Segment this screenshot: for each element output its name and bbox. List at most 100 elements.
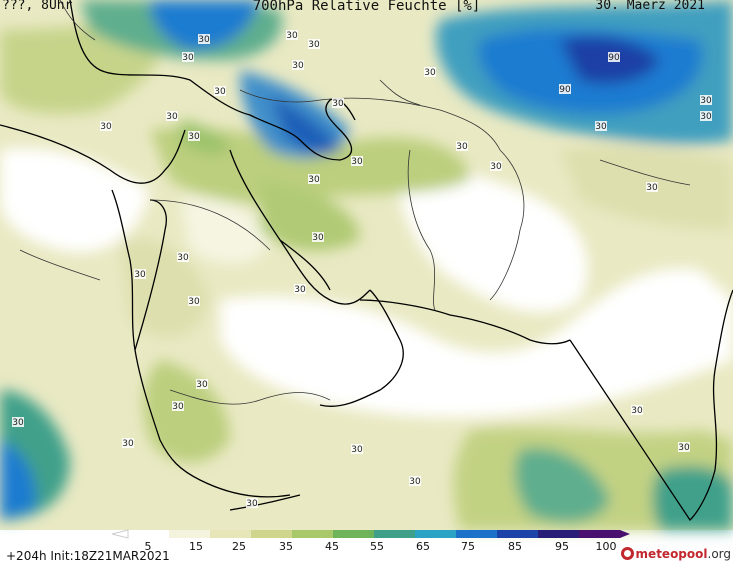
svg-text:30: 30 xyxy=(172,402,184,412)
colorbar-tick-label: 55 xyxy=(370,540,384,553)
contour-label: 90 xyxy=(559,84,571,95)
colorbar-tick-label: 5 xyxy=(144,540,152,553)
contour-label: 30 xyxy=(198,34,210,45)
svg-text:30: 30 xyxy=(134,270,146,280)
colorbar-swatch xyxy=(374,530,416,538)
humidity-field xyxy=(0,0,733,530)
contour-label: 30 xyxy=(196,379,208,390)
svg-text:30: 30 xyxy=(424,68,436,78)
contour-label: 30 xyxy=(308,39,320,50)
contour-label: 90 xyxy=(608,52,620,63)
contour-label: 30 xyxy=(646,182,658,193)
coastlines xyxy=(0,0,733,522)
colorbar-min-arrow xyxy=(111,529,129,539)
svg-text:30: 30 xyxy=(188,297,200,307)
colorbar-swatch xyxy=(169,530,211,538)
forecast-init-label: +204h Init:18Z21MAR2021 xyxy=(6,549,170,563)
borders xyxy=(19,0,691,405)
svg-text:30: 30 xyxy=(214,87,226,97)
svg-text:30: 30 xyxy=(12,418,24,428)
svg-text:30: 30 xyxy=(308,40,320,50)
brand-name: meteopool xyxy=(635,547,708,561)
colorbar-tick-label: 75 xyxy=(461,540,475,553)
colorbar-tick-label: 15 xyxy=(189,540,203,553)
svg-text:30: 30 xyxy=(166,112,178,122)
svg-text:30: 30 xyxy=(312,233,324,243)
contour-label: 30 xyxy=(166,111,178,122)
colorbar-swatch xyxy=(497,530,539,538)
contour-label: 30 xyxy=(351,444,363,455)
svg-text:30: 30 xyxy=(409,477,421,487)
svg-text:90: 90 xyxy=(559,85,571,95)
svg-text:30: 30 xyxy=(351,157,363,167)
colorbar-swatch xyxy=(251,530,293,538)
svg-text:30: 30 xyxy=(286,31,298,41)
valid-date: 30. Maerz 2021 xyxy=(595,0,705,13)
map-title: 700hPa Relative Feuchte [%] xyxy=(252,0,481,14)
svg-text:30: 30 xyxy=(246,499,258,509)
colorbar-swatch xyxy=(538,530,580,538)
svg-text:30: 30 xyxy=(182,53,194,63)
contour-label: 30 xyxy=(122,438,134,449)
svg-text:30: 30 xyxy=(646,183,658,193)
brand-suffix: .org xyxy=(707,547,732,561)
colorbar-swatch xyxy=(210,530,252,538)
svg-text:30: 30 xyxy=(122,439,134,449)
svg-text:30: 30 xyxy=(198,35,210,45)
colorbar-tick-label: 45 xyxy=(325,540,339,553)
svg-text:30: 30 xyxy=(100,122,112,132)
contour-label: 30 xyxy=(12,417,24,428)
colorbar-swatch xyxy=(292,530,334,538)
contour-label: 30 xyxy=(700,95,712,106)
contour-label: 30 xyxy=(100,121,112,132)
contour-label: 30 xyxy=(308,174,320,185)
contour-label: 30 xyxy=(294,284,306,295)
colorbar-tick-label: 85 xyxy=(508,540,522,553)
svg-text:30: 30 xyxy=(351,445,363,455)
contour-label: 30 xyxy=(631,405,643,416)
colorbar-max-arrow xyxy=(620,530,630,538)
contour-label: 30 xyxy=(351,156,363,167)
contour-label: 30 xyxy=(214,86,226,97)
header-run-label: ???, 8Uhr xyxy=(2,0,73,13)
svg-text:30: 30 xyxy=(196,380,208,390)
contour-label: 30 xyxy=(332,98,344,109)
svg-text:30: 30 xyxy=(700,96,712,106)
contour-label: 30 xyxy=(595,121,607,132)
contour-label: 30 xyxy=(134,269,146,280)
colorbar-swatch xyxy=(579,530,621,538)
contour-label: 30 xyxy=(456,141,468,152)
brand-icon xyxy=(620,547,634,560)
svg-text:30: 30 xyxy=(631,406,643,416)
svg-text:30: 30 xyxy=(294,285,306,295)
contour-label: 30 xyxy=(490,161,502,172)
svg-text:30: 30 xyxy=(292,61,304,71)
brand-logo[interactable]: meteopool.org xyxy=(620,547,732,561)
svg-text:30: 30 xyxy=(678,443,690,453)
colorbar-tick-label: 35 xyxy=(279,540,293,553)
contour-label: 30 xyxy=(246,498,258,509)
contour-label: 30 xyxy=(188,131,200,142)
contour-label: 30 xyxy=(700,111,712,122)
colorbar-swatch xyxy=(415,530,457,538)
contour-label: 30 xyxy=(292,60,304,71)
contour-label: 30 xyxy=(424,67,436,78)
svg-text:30: 30 xyxy=(332,99,344,109)
svg-text:30: 30 xyxy=(177,253,189,263)
contour-labels: 30 30 30 30 30 30 30 30 30 30 30 30 30 30 30 30 30 30 30 30… xyxy=(12,30,712,509)
contour-label: 30 xyxy=(188,296,200,307)
contour-label: 30 xyxy=(409,476,421,487)
svg-text:30: 30 xyxy=(188,132,200,142)
colorbar-swatch xyxy=(456,530,498,538)
contour-label: 30 xyxy=(312,232,324,243)
colorbar xyxy=(111,529,630,539)
colorbar-swatch xyxy=(333,530,375,538)
contour-label: 30 xyxy=(177,252,189,263)
colorbar-tick-label: 100 xyxy=(595,540,617,553)
svg-text:30: 30 xyxy=(700,112,712,122)
svg-text:30: 30 xyxy=(308,175,320,185)
colorbar-tick-label: 25 xyxy=(232,540,246,553)
colorbar-tick-label: 95 xyxy=(555,540,569,553)
